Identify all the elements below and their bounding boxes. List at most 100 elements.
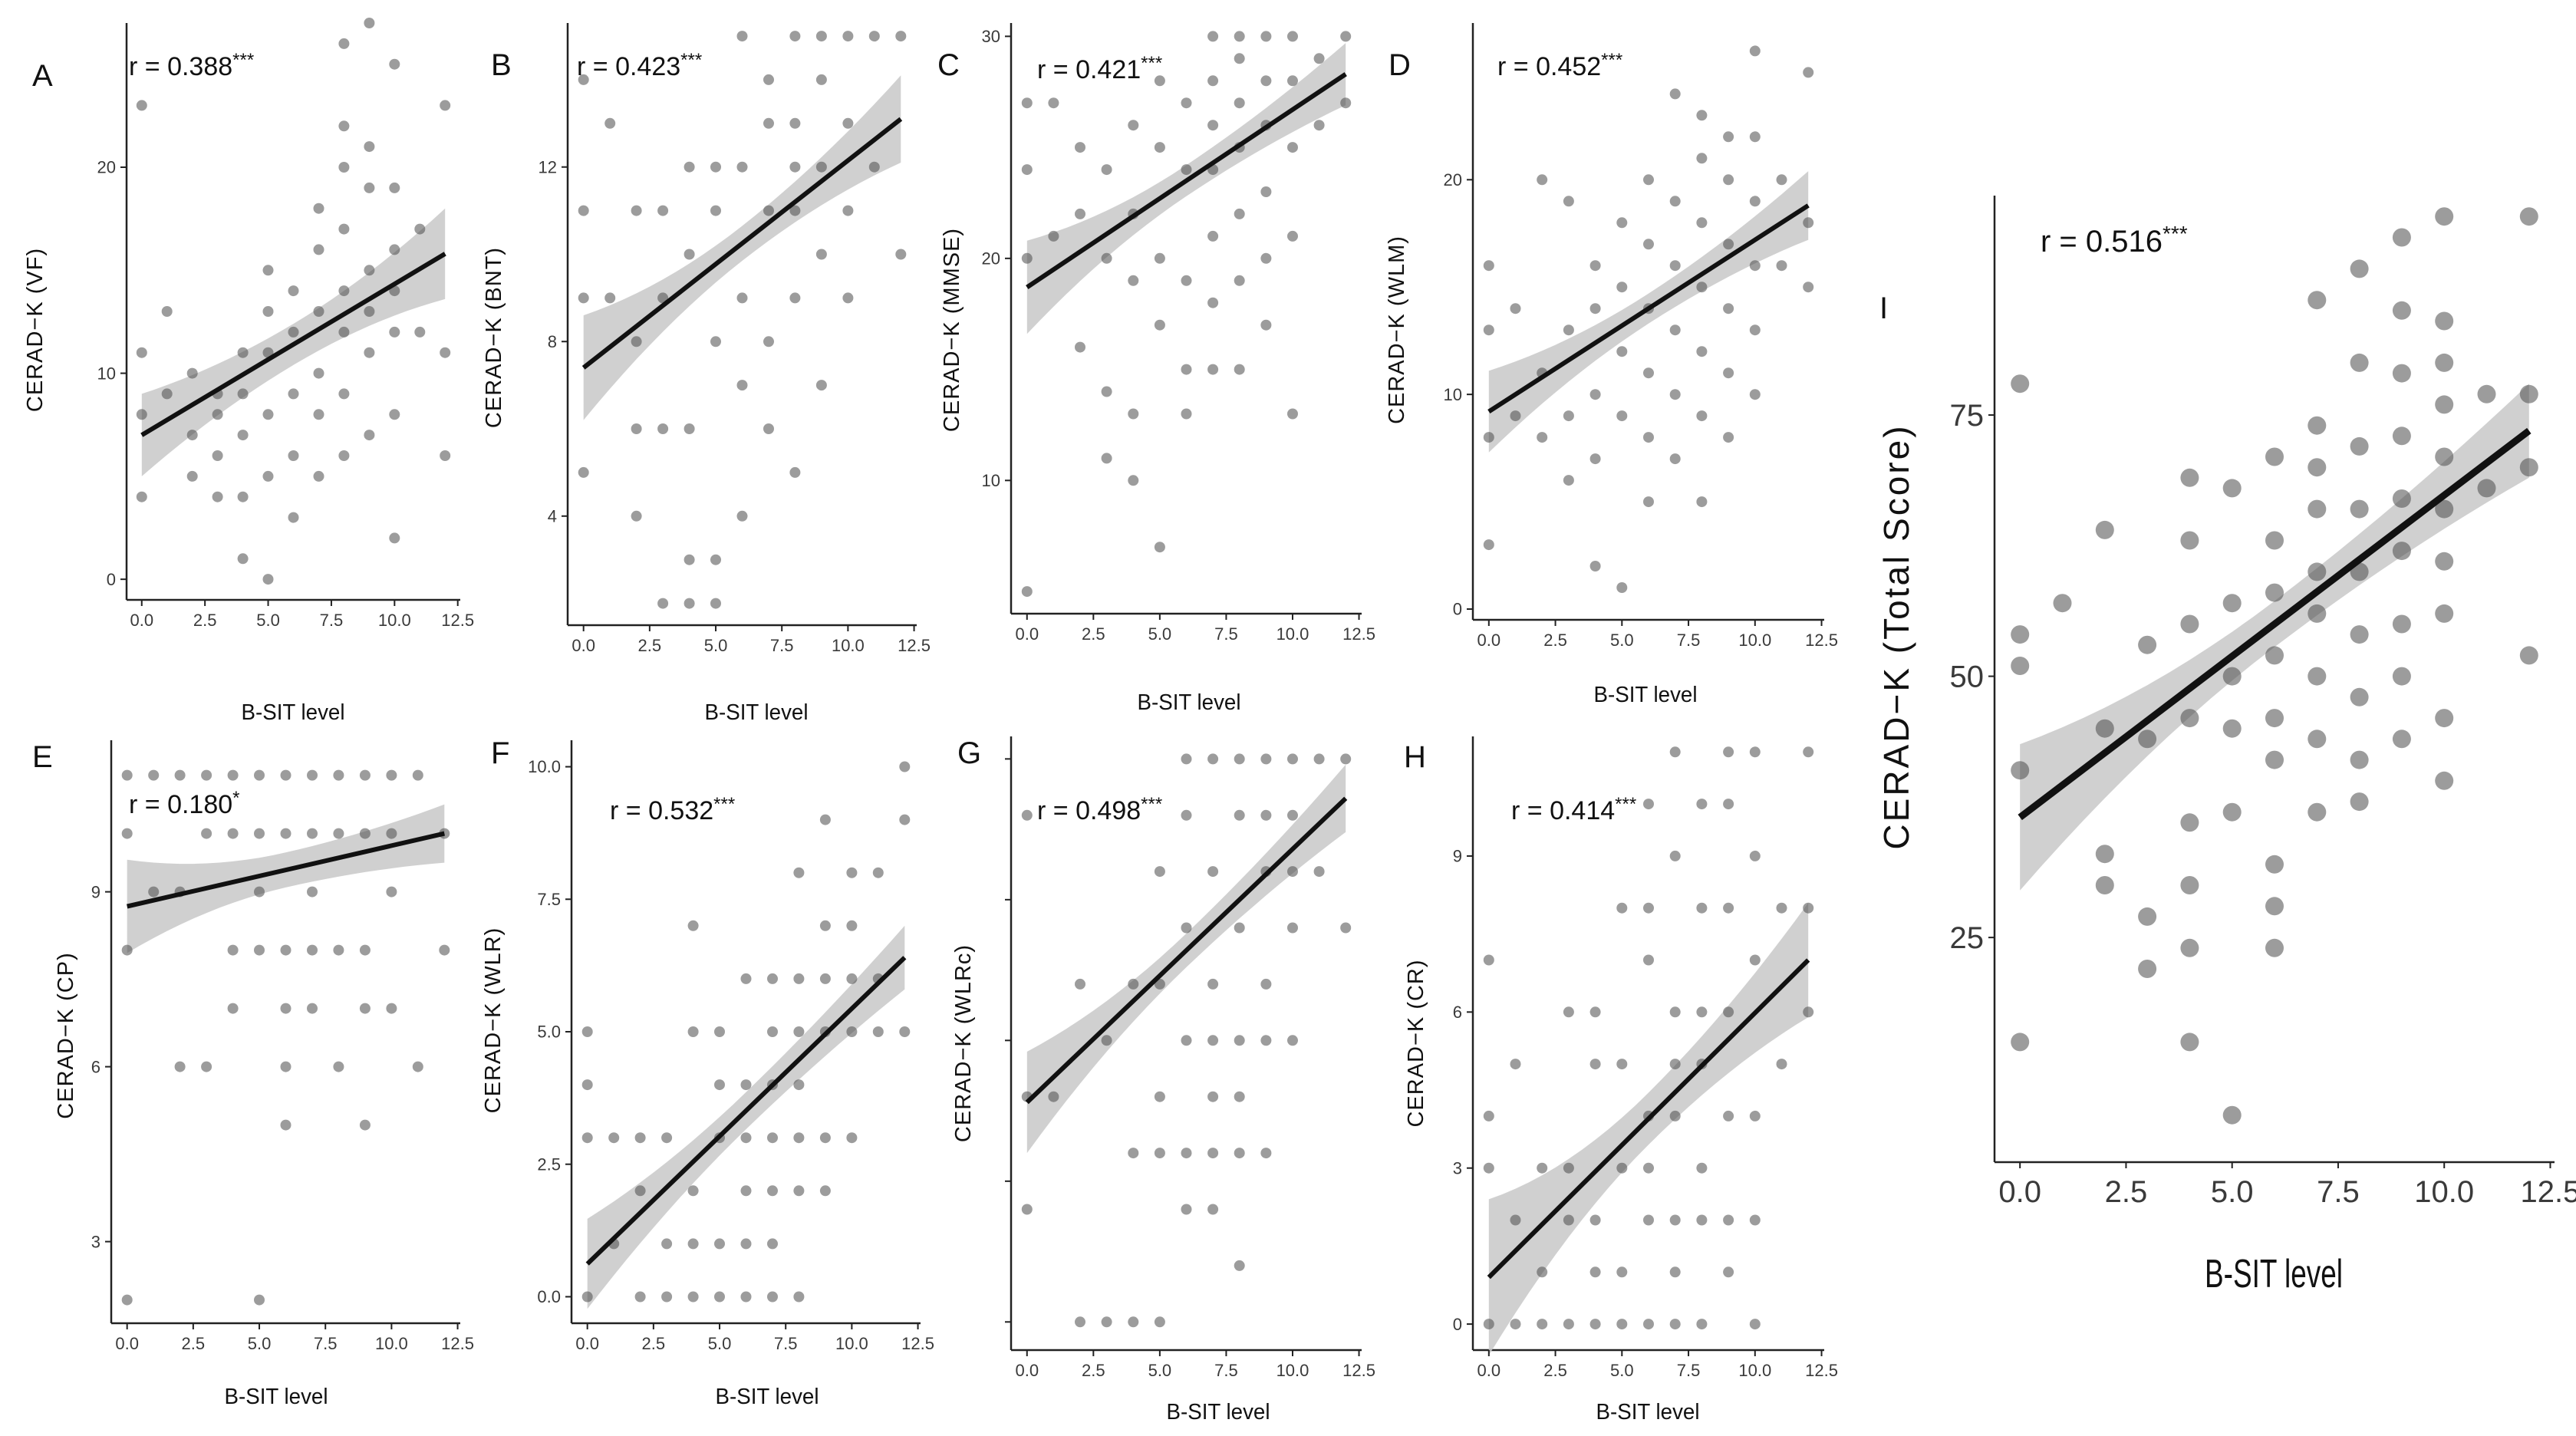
y-tick-label: 6 xyxy=(91,1057,100,1076)
panel-e: 0.0 2.5 5.0 7.5 10.0 12.5 3 6 9 B-SIT level CERAD−… xyxy=(32,740,474,1409)
x-tick-label: 5.0 xyxy=(248,1334,272,1353)
data-point xyxy=(1803,902,1814,914)
x-tick-label: 12.5 xyxy=(1342,1361,1375,1380)
data-point xyxy=(1537,1266,1548,1278)
data-point xyxy=(736,380,748,391)
data-point xyxy=(2011,625,2030,644)
data-point xyxy=(661,1291,673,1303)
y-tick-label: 25 xyxy=(1950,921,1985,955)
significance-stars: *** xyxy=(713,794,735,815)
y-tick-label: 20 xyxy=(982,249,1000,268)
data-point xyxy=(1207,120,1219,131)
data-point xyxy=(1207,75,1219,87)
significance-stars: *** xyxy=(232,50,254,71)
data-point xyxy=(2392,301,2411,320)
panel-letter: I xyxy=(1879,291,1888,325)
x-axis-title: B-SIT level xyxy=(1594,683,1698,707)
data-point xyxy=(280,1003,292,1014)
data-point xyxy=(1075,208,1085,219)
data-point xyxy=(313,367,324,379)
data-point xyxy=(1287,1035,1298,1046)
panel-b: 0.0 2.5 5.0 7.5 10.0 12.5 4 8 12 B-SIT level CERAD… xyxy=(482,23,931,725)
data-point xyxy=(2053,594,2072,613)
data-point xyxy=(1803,67,1814,78)
data-point xyxy=(819,920,831,931)
data-point xyxy=(1207,364,1219,375)
data-point xyxy=(687,1026,699,1037)
data-point xyxy=(846,867,858,878)
data-point xyxy=(2265,938,2284,957)
data-point xyxy=(2222,667,2242,686)
y-tick-label: 2.5 xyxy=(537,1154,561,1174)
data-point xyxy=(581,1026,593,1037)
data-point xyxy=(1669,1319,1681,1330)
data-point xyxy=(307,769,318,781)
data-point xyxy=(201,1061,212,1072)
data-point xyxy=(254,944,265,956)
x-axis-title: B-SIT level xyxy=(1138,690,1241,715)
data-point xyxy=(2308,730,2327,749)
data-point xyxy=(212,409,223,420)
data-point xyxy=(1234,753,1245,765)
data-point xyxy=(1723,239,1734,250)
y-tick-label: 50 xyxy=(1950,660,1985,694)
data-point xyxy=(581,1079,593,1091)
data-point xyxy=(1723,799,1734,810)
data-point xyxy=(1181,1148,1192,1159)
data-point xyxy=(2308,802,2327,822)
y-tick-label: 7.5 xyxy=(537,890,561,909)
data-point xyxy=(1776,1059,1787,1070)
data-point xyxy=(789,161,801,173)
data-point xyxy=(1749,954,1761,966)
data-point xyxy=(1563,475,1574,486)
data-point xyxy=(1696,346,1708,357)
data-point xyxy=(2180,1033,2199,1052)
data-point xyxy=(793,1079,805,1091)
y-tick-label: 20 xyxy=(97,158,116,177)
data-point xyxy=(815,380,827,391)
x-tick-label: 12.5 xyxy=(898,636,931,655)
y-tick-label: 5.0 xyxy=(537,1023,561,1042)
data-point xyxy=(1207,1204,1219,1215)
data-point xyxy=(687,920,699,931)
data-point xyxy=(1749,260,1761,272)
data-point xyxy=(2011,1033,2030,1052)
data-point xyxy=(359,944,371,956)
data-point xyxy=(1234,1035,1245,1046)
data-point xyxy=(736,31,748,42)
data-point xyxy=(2477,384,2496,403)
data-point xyxy=(1723,367,1734,379)
data-point xyxy=(2350,625,2369,644)
data-point xyxy=(148,886,160,898)
correlation-label: r = 0.180* xyxy=(129,788,240,819)
data-point xyxy=(364,265,375,276)
data-point xyxy=(1616,1059,1628,1070)
data-point xyxy=(237,347,249,358)
significance-stars: *** xyxy=(2163,222,2188,245)
y-axis-title: CERAD−K (MMSE) xyxy=(940,228,964,432)
data-point xyxy=(763,423,774,434)
data-point xyxy=(136,100,147,111)
data-point xyxy=(1340,922,1352,934)
data-point xyxy=(227,1003,239,1014)
data-point xyxy=(307,828,318,839)
data-point xyxy=(872,867,884,878)
data-point xyxy=(631,336,642,347)
data-point xyxy=(1287,408,1298,420)
data-point xyxy=(846,973,858,984)
data-point xyxy=(2265,750,2284,769)
x-tick-label: 0.0 xyxy=(130,611,153,630)
data-point xyxy=(842,31,854,42)
data-point xyxy=(1563,1162,1574,1174)
data-point xyxy=(254,886,265,898)
data-point xyxy=(1128,475,1139,486)
data-point xyxy=(1616,217,1628,229)
data-point xyxy=(2180,813,2199,832)
data-point xyxy=(1021,164,1033,176)
data-point xyxy=(1287,809,1298,821)
data-point xyxy=(1589,1214,1601,1226)
data-point xyxy=(148,769,160,781)
data-point xyxy=(186,367,198,379)
data-point xyxy=(578,292,589,304)
